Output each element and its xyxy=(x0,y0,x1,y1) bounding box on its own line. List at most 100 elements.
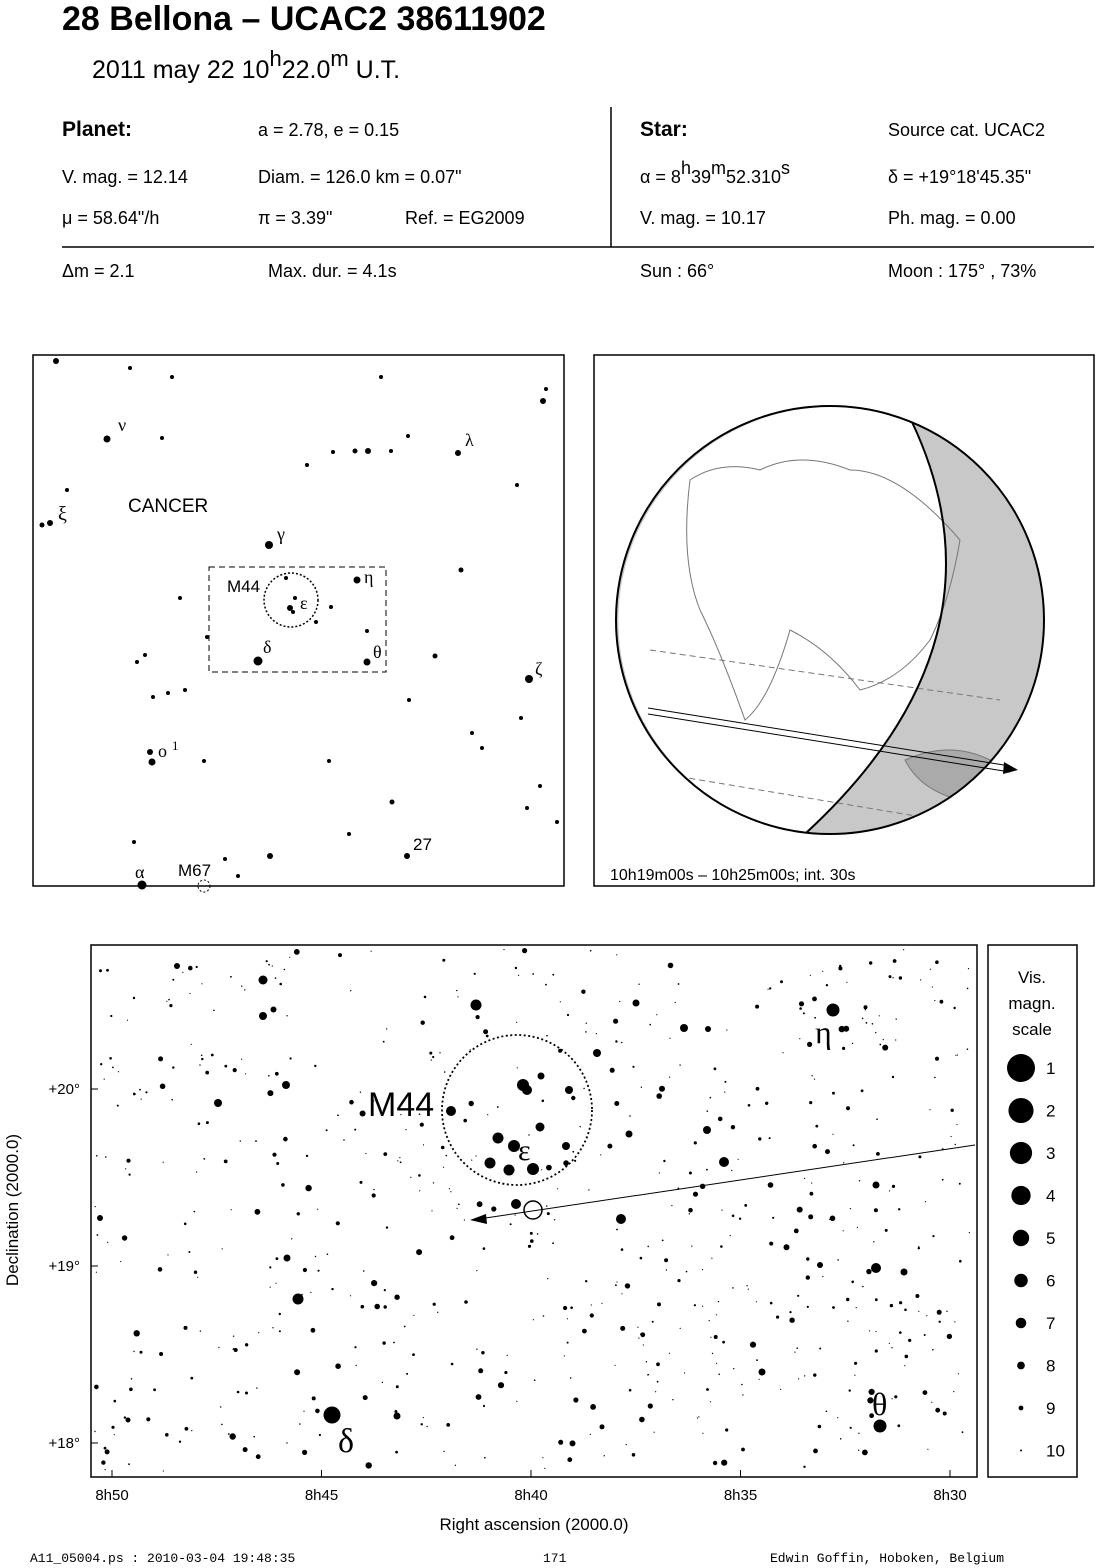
detail-star xyxy=(726,1029,728,1031)
detail-star xyxy=(616,1214,626,1224)
detail-star xyxy=(647,1245,649,1248)
detail-star xyxy=(822,970,824,972)
detail-star xyxy=(832,1006,834,1009)
detail-star xyxy=(203,1158,206,1160)
detail-star xyxy=(620,1325,626,1331)
detail-star xyxy=(559,1001,561,1003)
detail-star xyxy=(223,1159,228,1164)
detail-star xyxy=(566,1013,570,1017)
info-text: δ = +19°18'45.35" xyxy=(888,167,1031,187)
x-tick-label: 8h30 xyxy=(933,1487,966,1504)
m44-circle xyxy=(263,572,319,628)
detail-label: η xyxy=(815,1014,832,1050)
detail-star xyxy=(731,1169,733,1172)
detail-star xyxy=(528,1134,530,1136)
detail-star xyxy=(301,1293,303,1296)
detail-star xyxy=(168,998,170,1001)
detail-star xyxy=(109,1057,112,1060)
detail-star xyxy=(146,1417,151,1422)
detail-star xyxy=(789,1317,795,1323)
detail-star xyxy=(932,1235,935,1238)
detail-star xyxy=(642,1344,645,1346)
detail-star xyxy=(314,1255,317,1258)
detail-star xyxy=(383,1152,388,1156)
finder-star xyxy=(555,820,559,824)
detail-star xyxy=(171,1098,173,1101)
detail-star xyxy=(595,1033,598,1035)
detail-star xyxy=(767,988,769,990)
detail-star xyxy=(522,948,528,954)
detail-star xyxy=(393,1341,395,1344)
detail-star xyxy=(286,1015,288,1017)
globe-frame xyxy=(593,354,1095,887)
detail-star xyxy=(159,1352,164,1356)
detail-star xyxy=(553,1219,556,1221)
detail-star xyxy=(616,1228,618,1231)
detail-star xyxy=(681,1027,685,1031)
detail-star xyxy=(426,1425,428,1428)
finder-star xyxy=(407,698,411,702)
detail-star xyxy=(846,981,848,983)
detail-star xyxy=(221,1423,223,1426)
target-star xyxy=(523,1200,543,1220)
finder-star xyxy=(287,605,293,611)
detail-star xyxy=(371,1280,378,1287)
detail-star xyxy=(894,1395,898,1399)
detail-star xyxy=(813,1448,818,1454)
detail-star xyxy=(359,1180,363,1184)
detail-star xyxy=(132,996,136,1000)
finder-star xyxy=(525,675,533,683)
detail-star xyxy=(532,973,535,975)
detail-star xyxy=(419,1122,424,1127)
globe-limb xyxy=(615,405,1045,835)
detail-star xyxy=(527,1163,539,1175)
detail-star xyxy=(839,964,842,968)
detail-star xyxy=(946,1310,948,1313)
detail-star xyxy=(895,1039,897,1041)
detail-star xyxy=(738,1217,742,1220)
finder-star xyxy=(223,857,227,861)
detail-star xyxy=(891,1347,893,1349)
detail-star xyxy=(923,1334,926,1336)
detail-star xyxy=(272,1327,274,1329)
detail-star xyxy=(183,1325,188,1330)
detail-star xyxy=(756,1359,758,1362)
detail-star xyxy=(210,1053,214,1057)
detail-star xyxy=(842,1046,846,1050)
detail-star xyxy=(471,1159,473,1161)
detail-star xyxy=(783,1244,790,1251)
finder-star xyxy=(236,874,240,878)
finder-star xyxy=(404,853,410,859)
detail-star xyxy=(917,1247,920,1250)
finder-label: M44 xyxy=(227,577,260,596)
detail-star xyxy=(269,1266,272,1269)
detail-star xyxy=(863,1005,868,1010)
detail-star xyxy=(294,1369,301,1376)
detail-star xyxy=(585,1022,587,1024)
detail-star xyxy=(647,1403,653,1409)
detail-star xyxy=(542,1315,545,1317)
detail-star xyxy=(582,1328,587,1334)
detail-star xyxy=(400,1114,402,1116)
legend-label: 2 xyxy=(1046,1102,1055,1121)
detail-star xyxy=(419,1190,421,1192)
detail-star xyxy=(683,1372,686,1374)
detail-star xyxy=(799,1038,801,1040)
ra-part: 52.310 xyxy=(726,167,781,187)
detail-star xyxy=(825,1149,830,1155)
detail-star xyxy=(305,1184,312,1192)
detail-star xyxy=(232,1068,237,1073)
detail-star xyxy=(729,1234,731,1237)
detail-star xyxy=(954,1321,956,1323)
detail-label: δ xyxy=(338,1423,354,1460)
legend-label: 4 xyxy=(1046,1187,1055,1206)
detail-star xyxy=(373,1188,375,1191)
detail-star xyxy=(935,1407,941,1413)
detail-star xyxy=(758,1378,760,1380)
detail-star xyxy=(354,1128,357,1131)
detail-star xyxy=(640,1086,643,1088)
detail-star xyxy=(360,1304,365,1309)
detail-star xyxy=(715,1314,718,1316)
detail-star xyxy=(271,965,273,967)
detail-star xyxy=(350,990,352,992)
